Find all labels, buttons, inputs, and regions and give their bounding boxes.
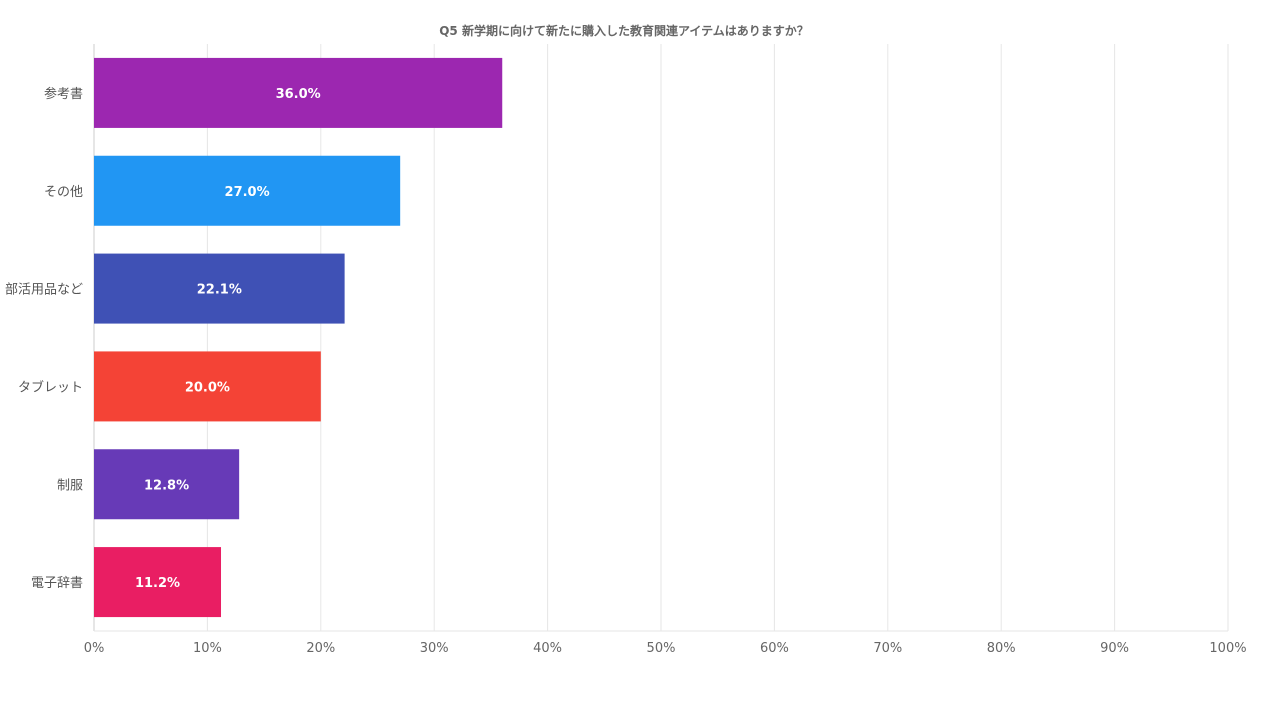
data-label: 12.8%	[144, 478, 189, 493]
bar	[94, 155, 401, 226]
category-label: その他	[44, 185, 83, 200]
category-label: 制服	[57, 478, 83, 493]
x-tick-label: 50%	[647, 641, 676, 656]
x-tick-label: 0%	[84, 641, 105, 656]
x-tick-label: 90%	[1100, 641, 1129, 656]
data-label: 27.0%	[225, 185, 270, 200]
bar	[94, 57, 503, 128]
data-label: 36.0%	[276, 87, 321, 102]
data-label: 20.0%	[185, 380, 230, 395]
x-tick-label: 100%	[1209, 641, 1246, 656]
x-tick-label: 30%	[420, 641, 449, 656]
category-label: 電子辞書	[31, 576, 83, 591]
bar	[94, 449, 240, 520]
x-tick-label: 20%	[306, 641, 335, 656]
data-label: 22.1%	[197, 283, 242, 298]
bar	[94, 253, 345, 324]
data-label: 11.2%	[135, 576, 180, 591]
x-tick-label: 70%	[873, 641, 902, 656]
bar	[94, 547, 222, 618]
chart-title: Q5 新学期に向けて新たに購入した教育関連アイテムはありますか？	[439, 23, 809, 38]
category-label: 参考書	[44, 86, 83, 102]
x-tick-label: 10%	[193, 641, 222, 656]
x-tick-label: 40%	[533, 641, 562, 656]
category-label: 部活用品など	[5, 283, 83, 298]
x-tick-label: 60%	[760, 641, 789, 656]
x-tick-label: 80%	[987, 641, 1016, 656]
category-label: タブレット	[18, 379, 83, 395]
bar	[94, 351, 321, 422]
